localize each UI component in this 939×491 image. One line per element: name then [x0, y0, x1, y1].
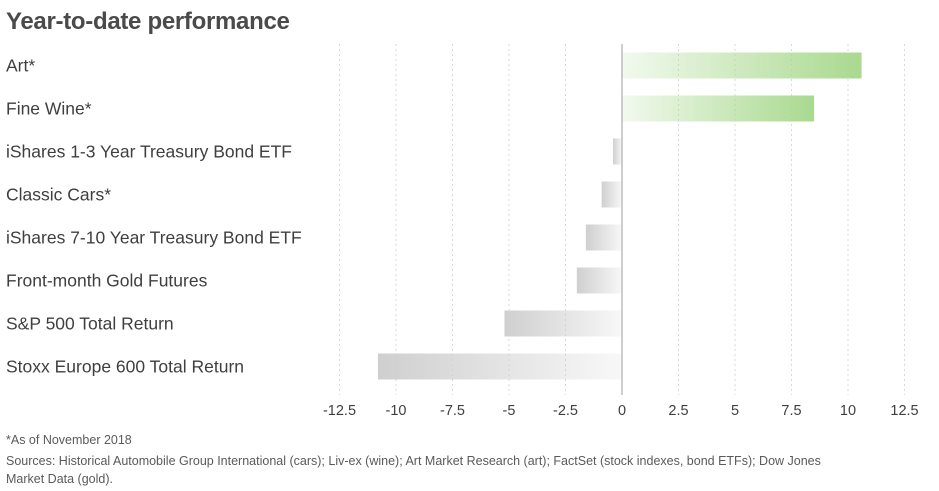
x-tick-label: -7.5 [440, 403, 465, 419]
bar [377, 353, 622, 380]
category-label: Fine Wine* [6, 99, 92, 119]
x-tick-label: -12.5 [323, 403, 356, 419]
bar-chart: Art* Fine Wine* iShares 1-3 Year Treasury … [6, 44, 919, 419]
category-label: Front-month Gold Futures [6, 271, 208, 291]
x-tick-label: -5 [503, 403, 516, 419]
bar [622, 95, 815, 122]
category-label: Art* [6, 56, 35, 76]
x-tick-label: -2.5 [553, 403, 578, 419]
x-tick-label: 12.5 [890, 403, 918, 419]
bar [601, 181, 622, 208]
x-tick-label: 7.5 [781, 403, 801, 419]
footnote-as-of: *As of November 2018 [6, 433, 132, 447]
category-label: iShares 1-3 Year Treasury Bond ETF [6, 142, 292, 162]
x-tick-label: 5 [731, 403, 739, 419]
bar [504, 310, 622, 337]
category-label: Stoxx Europe 600 Total Return [6, 357, 244, 377]
x-tick-label: -10 [386, 403, 407, 419]
category-labels: Art* Fine Wine* iShares 1-3 Year Treasury … [6, 56, 302, 377]
chart-title: Year-to-date performance [6, 8, 290, 35]
bar [585, 224, 622, 251]
x-tick-label: 0 [618, 403, 626, 419]
footnote-sources-continued: Market Data (gold). [6, 472, 113, 486]
x-tick-labels: -12.5 -10 -7.5 -5 -2.5 0 2.5 5 7.5 10 12.5 [323, 403, 919, 419]
bar [622, 52, 862, 79]
footnote-sources: Sources: Historical Automobile Group Int… [6, 454, 821, 468]
category-label: Classic Cars* [6, 185, 111, 205]
x-tick-label: 2.5 [668, 403, 688, 419]
x-tick-label: 10 [840, 403, 856, 419]
bars [377, 52, 862, 380]
grid-lines [339, 44, 905, 395]
bar [612, 138, 622, 165]
category-label: iShares 7-10 Year Treasury Bond ETF [6, 228, 302, 248]
bar [576, 267, 622, 294]
category-label: S&P 500 Total Return [6, 314, 174, 334]
